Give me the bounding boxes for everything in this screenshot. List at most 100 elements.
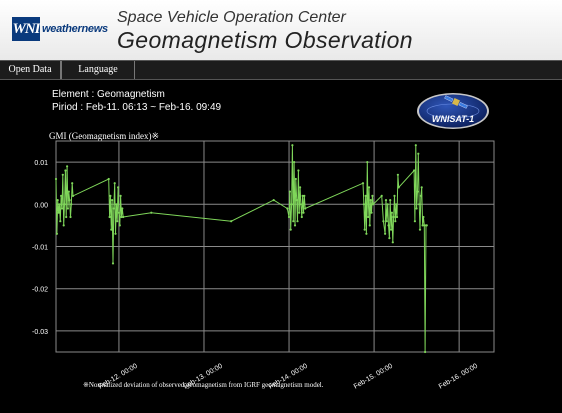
data-point bbox=[58, 203, 61, 206]
data-point bbox=[415, 207, 418, 210]
data-point bbox=[394, 220, 397, 223]
data-point bbox=[387, 224, 390, 227]
data-point bbox=[122, 215, 125, 219]
data-point bbox=[115, 203, 118, 206]
data-point bbox=[119, 194, 122, 197]
data-point bbox=[362, 203, 365, 206]
data-point bbox=[113, 182, 116, 185]
period-label: Piriod : Feb-11. 06:13 ~ Feb-16. 09:49 bbox=[52, 102, 222, 113]
data-point bbox=[422, 215, 425, 219]
data-point bbox=[395, 203, 398, 206]
data-point bbox=[294, 177, 297, 181]
data-point bbox=[118, 224, 121, 227]
data-point bbox=[393, 194, 396, 197]
chart-footnote: ※Normalized deviation of observed geomag… bbox=[83, 381, 324, 389]
data-point bbox=[369, 199, 372, 202]
x-tick-label: Feb-16. 00:00 bbox=[438, 363, 479, 391]
weathernews-brand-text: weathernews bbox=[42, 23, 108, 35]
data-point bbox=[117, 211, 120, 214]
data-point bbox=[298, 211, 301, 214]
page-title: Geomagnetism Observation bbox=[117, 27, 413, 53]
data-point bbox=[299, 203, 302, 206]
data-point bbox=[396, 173, 399, 176]
element-label: Element : Geomagnetism bbox=[52, 89, 165, 100]
data-point bbox=[366, 161, 369, 164]
data-point bbox=[419, 194, 422, 197]
data-point bbox=[371, 194, 374, 197]
data-point bbox=[67, 190, 70, 193]
data-point bbox=[302, 211, 305, 214]
data-point bbox=[397, 186, 400, 189]
data-point bbox=[59, 220, 62, 223]
site-header: WNI weathernews Space Vehicle Operation … bbox=[0, 0, 562, 60]
data-point bbox=[291, 144, 294, 147]
data-point bbox=[288, 190, 291, 193]
data-point bbox=[293, 224, 297, 227]
data-point bbox=[230, 220, 233, 223]
data-point bbox=[425, 224, 428, 227]
data-point bbox=[301, 194, 304, 197]
data-point bbox=[361, 182, 365, 185]
data-point bbox=[108, 215, 111, 219]
data-point bbox=[150, 211, 153, 214]
data-point bbox=[416, 190, 419, 193]
chart-grid bbox=[55, 140, 495, 353]
y-tick-label: 0.00 bbox=[34, 202, 48, 209]
data-point bbox=[71, 182, 74, 185]
data-point bbox=[289, 228, 292, 231]
data-point bbox=[365, 232, 368, 235]
y-tick-label: -0.02 bbox=[32, 287, 48, 294]
data-point bbox=[384, 199, 388, 202]
language-button[interactable]: Language bbox=[61, 61, 135, 79]
data-point bbox=[418, 203, 421, 206]
data-point bbox=[303, 194, 306, 197]
x-tick-label: Feb-15. 00:00 bbox=[353, 363, 394, 391]
data-point bbox=[384, 232, 387, 235]
data-point bbox=[380, 194, 383, 197]
data-point bbox=[299, 186, 302, 189]
data-point bbox=[56, 199, 59, 202]
data-point bbox=[296, 220, 299, 223]
data-point bbox=[55, 232, 59, 235]
series-line bbox=[55, 145, 427, 353]
gmi-series bbox=[54, 144, 428, 354]
data-point bbox=[69, 215, 72, 219]
data-point bbox=[417, 152, 420, 155]
weathernews-logo[interactable]: WNI weathernews bbox=[12, 13, 108, 49]
data-point bbox=[272, 199, 275, 202]
data-point bbox=[364, 194, 367, 197]
data-point bbox=[61, 173, 64, 176]
data-point bbox=[395, 215, 399, 219]
data-point bbox=[114, 232, 117, 235]
data-point bbox=[287, 215, 291, 219]
data-point bbox=[70, 203, 73, 206]
data-point bbox=[110, 228, 113, 231]
data-point bbox=[111, 199, 114, 202]
data-point bbox=[65, 215, 68, 219]
data-point bbox=[66, 207, 69, 210]
data-point bbox=[392, 215, 395, 219]
data-point bbox=[389, 199, 392, 202]
data-point bbox=[54, 177, 58, 181]
data-point bbox=[112, 207, 115, 210]
data-point bbox=[64, 169, 67, 172]
data-point bbox=[388, 237, 391, 240]
data-point bbox=[391, 241, 394, 244]
data-point bbox=[424, 350, 427, 354]
data-point bbox=[423, 224, 426, 227]
data-point bbox=[297, 169, 300, 172]
data-point bbox=[390, 211, 393, 214]
data-point bbox=[293, 161, 296, 164]
nav-bar: Open Data Language bbox=[0, 60, 562, 80]
data-point bbox=[290, 203, 293, 206]
data-point bbox=[367, 186, 371, 189]
data-point bbox=[107, 177, 110, 181]
data-point bbox=[418, 228, 422, 231]
data-point bbox=[60, 194, 63, 197]
data-point bbox=[386, 203, 389, 206]
data-point bbox=[421, 224, 424, 227]
data-point bbox=[60, 207, 64, 210]
open-data-button[interactable]: Open Data bbox=[0, 61, 61, 79]
data-point bbox=[117, 186, 120, 189]
